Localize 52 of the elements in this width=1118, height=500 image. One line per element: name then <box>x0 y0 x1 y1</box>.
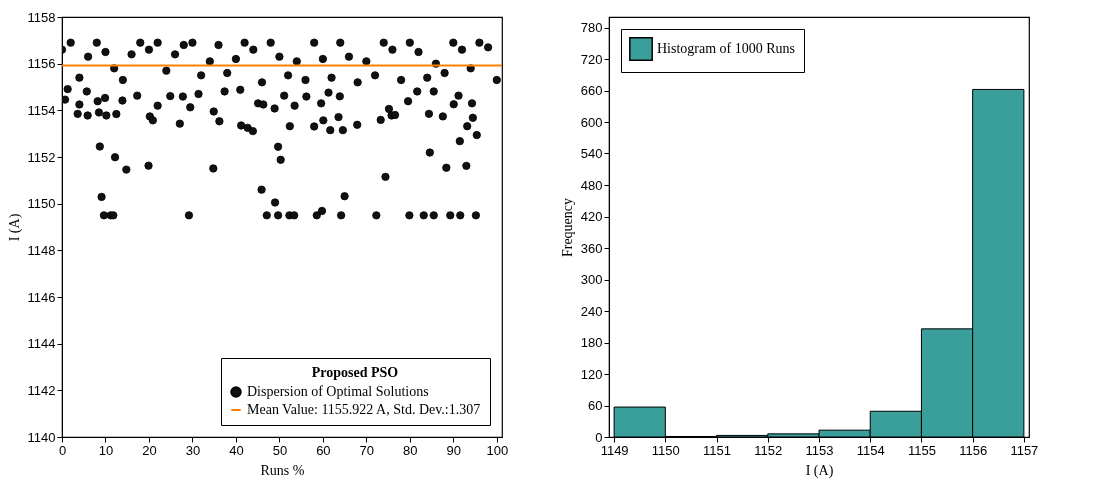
y-tick-label: 540 <box>580 146 603 161</box>
y-tick-label: 1156 <box>27 56 56 72</box>
x-axis-title: I (A) <box>805 462 834 479</box>
y-tick-label: 1142 <box>27 382 56 398</box>
y-tick-label: 600 <box>580 114 603 130</box>
x-axis-title: Runs % <box>260 462 305 478</box>
x-tick-label: 40 <box>229 442 244 458</box>
y-tick-label: 60 <box>588 398 603 413</box>
y-tick-label: 0 <box>595 429 603 445</box>
x-tick-label: 1152 <box>754 442 783 458</box>
y-tick-label: 1144 <box>27 336 56 352</box>
legend-label: Dispersion of Optimal Solutions <box>247 384 429 399</box>
legend-label: Histogram of 1000 Runs <box>657 41 796 56</box>
x-tick-label: 0 <box>58 442 67 458</box>
x-tick-label: 1153 <box>805 442 834 458</box>
x-tick-label: 1150 <box>651 442 680 458</box>
y-tick-label: 180 <box>580 335 603 350</box>
y-tick-label: 660 <box>580 83 603 98</box>
x-tick-label: 1155 <box>907 442 936 458</box>
x-tick-label: 1156 <box>959 442 988 458</box>
y-tick-label: 1146 <box>27 289 56 305</box>
x-tick-label: 20 <box>142 442 157 458</box>
y-tick-label: 300 <box>580 272 603 287</box>
y-tick-label: 1140 <box>27 429 56 445</box>
x-tick-label: 1151 <box>703 442 732 458</box>
y-tick-label: 780 <box>580 20 603 35</box>
x-tick-label: 1149 <box>600 442 629 458</box>
y-tick-label: 120 <box>580 366 603 382</box>
y-tick-label: 1154 <box>27 102 56 118</box>
x-tick-label: 1157 <box>1010 442 1039 458</box>
x-tick-label: 1154 <box>856 442 885 458</box>
x-tick-label: 30 <box>185 442 201 458</box>
legend-label: Mean Value: 1155.922 A, Std. Dev.:1.307 <box>247 402 481 417</box>
y-axis-title: I (A) <box>6 213 23 242</box>
y-tick-label: 1150 <box>27 196 56 212</box>
x-tick-label: 50 <box>272 442 288 458</box>
x-tick-label: 70 <box>359 442 375 458</box>
y-tick-label: 1158 <box>27 9 56 25</box>
y-tick-label: 1152 <box>27 149 56 165</box>
x-tick-label: 10 <box>98 442 114 458</box>
y-tick-label: 360 <box>580 240 603 256</box>
x-tick-label: 90 <box>446 442 462 458</box>
y-tick-label: 1148 <box>27 242 56 258</box>
x-tick-label: 80 <box>403 442 418 458</box>
y-tick-label: 720 <box>580 51 603 67</box>
y-tick-label: 240 <box>580 303 603 319</box>
legend-title: Proposed PSO <box>311 365 399 380</box>
y-tick-label: 420 <box>580 209 603 224</box>
x-tick-label: 60 <box>316 442 331 458</box>
y-tick-label: 480 <box>580 177 603 193</box>
y-axis-title: Frequency <box>559 197 575 258</box>
x-tick-label: 100 <box>486 442 509 458</box>
